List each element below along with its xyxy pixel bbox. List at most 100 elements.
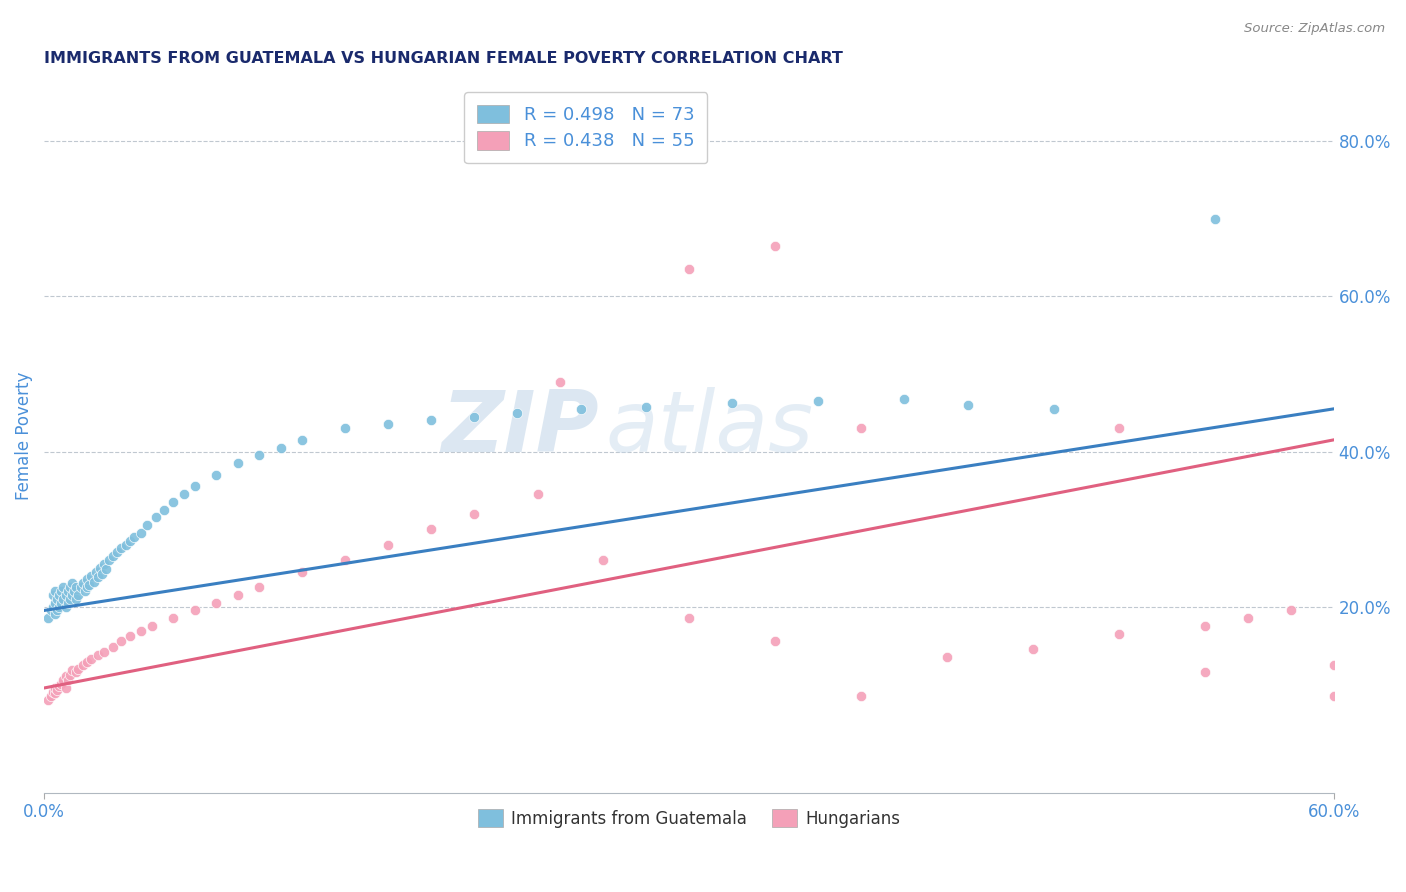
Point [56,596,79,610]
Point [76,573,98,587]
Point [145,510,167,524]
Point [46,603,69,617]
Point [55,681,77,695]
Point [120,533,142,548]
Point [51,677,73,691]
Point [162,495,184,509]
Point [173,487,195,501]
Point [65,665,87,680]
Point [420,522,443,536]
Point [463,409,485,424]
Point [110,541,132,556]
Point [114,537,136,551]
Point [957,398,980,412]
Point [634,400,657,414]
Point [84,565,107,579]
Point [571,401,593,416]
Point [1204,211,1226,226]
Point [935,650,957,665]
Point [72,576,94,591]
Point [60,576,83,591]
Point [87,570,110,584]
Point [205,467,228,482]
Point [60,588,83,602]
Point [56,584,79,599]
Point [101,640,124,654]
Point [39,689,62,703]
Point [1194,619,1216,633]
Point [678,262,700,277]
Point [136,518,159,533]
Point [69,580,91,594]
Point [93,557,115,571]
Text: ZIP: ZIP [441,387,599,470]
Point [59,580,82,594]
Point [65,580,87,594]
Point [506,406,529,420]
Point [93,644,115,658]
Point [247,449,270,463]
Point [183,479,205,493]
Point [59,591,82,606]
Y-axis label: Female Poverty: Female Poverty [15,372,32,500]
Point [67,662,90,676]
Point [120,629,142,643]
Text: atlas: atlas [605,387,813,470]
Point [1323,689,1346,703]
Point [44,596,66,610]
Point [141,619,163,633]
Point [1194,665,1216,680]
Point [39,603,62,617]
Point [893,392,915,406]
Legend: Immigrants from Guatemala, Hungarians: Immigrants from Guatemala, Hungarians [471,803,907,834]
Point [1108,421,1130,435]
Point [548,375,571,389]
Point [678,611,700,625]
Point [55,669,77,683]
Point [37,611,59,625]
Point [291,565,314,579]
Point [226,588,249,602]
Point [377,417,399,432]
Point [101,549,124,564]
Point [105,545,128,559]
Point [110,634,132,648]
Point [463,507,485,521]
Point [420,413,443,427]
Point [80,652,103,666]
Point [65,591,87,606]
Point [44,584,66,599]
Point [849,421,872,435]
Point [333,553,356,567]
Point [97,553,120,567]
Point [48,588,70,602]
Point [1043,401,1066,416]
Point [41,588,63,602]
Point [124,530,146,544]
Point [72,657,94,672]
Point [46,683,69,698]
Point [44,607,66,622]
Point [721,396,744,410]
Point [153,502,176,516]
Point [55,599,77,614]
Point [763,239,786,253]
Point [55,588,77,602]
Point [1022,642,1045,657]
Point [52,580,75,594]
Point [91,567,114,582]
Point [162,611,184,625]
Point [592,553,614,567]
Point [527,487,550,501]
Point [51,596,73,610]
Point [763,634,786,648]
Point [205,596,228,610]
Point [67,588,90,602]
Point [87,648,110,662]
Point [41,685,63,699]
Point [89,561,111,575]
Text: IMMIGRANTS FROM GUATEMALA VS HUNGARIAN FEMALE POVERTY CORRELATION CHART: IMMIGRANTS FROM GUATEMALA VS HUNGARIAN F… [44,51,844,66]
Point [63,584,86,599]
Point [48,599,70,614]
Point [73,584,96,599]
